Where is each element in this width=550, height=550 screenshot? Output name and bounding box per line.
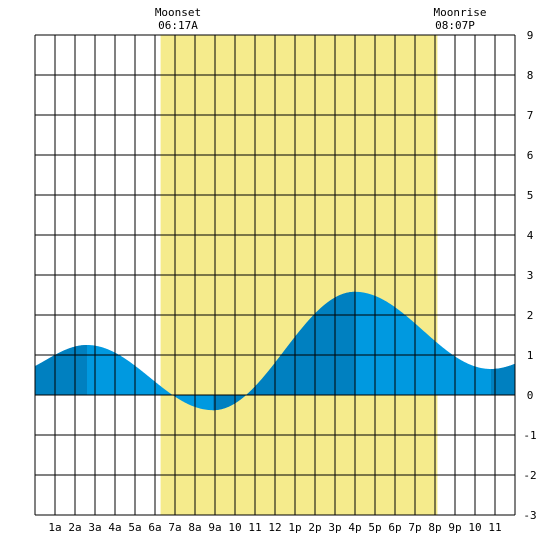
y-tick-label: 2 — [527, 309, 534, 322]
x-tick-label: 5a — [128, 521, 141, 534]
chart-grid — [34, 34, 516, 516]
y-tick-label: 4 — [527, 229, 534, 242]
tide-shade-band — [35, 345, 87, 395]
y-tick-label: -2 — [523, 469, 536, 482]
x-tick-label: 5p — [368, 521, 381, 534]
x-tick-label: 1a — [48, 521, 61, 534]
y-tick-label: 1 — [527, 349, 534, 362]
x-tick-label: 2a — [68, 521, 81, 534]
y-tick-label: -3 — [523, 509, 536, 522]
x-tick-label: 7a — [168, 521, 181, 534]
x-tick-label: 8p — [428, 521, 441, 534]
x-tick-label: 4p — [348, 521, 361, 534]
x-tick-label: 11 — [248, 521, 261, 534]
moonset-time: 06:17A — [158, 19, 198, 32]
y-tick-label: 7 — [527, 109, 534, 122]
tide-shade-band — [491, 363, 515, 395]
y-tick-label: 9 — [527, 29, 534, 42]
y-tick-label: 0 — [527, 389, 534, 402]
x-tick-label: 12 — [268, 521, 281, 534]
x-tick-label: 6a — [148, 521, 161, 534]
y-tick-label: 6 — [527, 149, 534, 162]
moonrise-time: 08:07P — [435, 19, 475, 32]
x-tick-label: 9p — [448, 521, 461, 534]
y-axis-ticks: 9 8 7 6 5 4 3 2 1 0 -1 -2 -3 — [523, 29, 536, 522]
x-tick-label: 3p — [328, 521, 341, 534]
x-tick-label: 8a — [188, 521, 201, 534]
x-tick-label: 3a — [88, 521, 101, 534]
x-tick-label: 6p — [388, 521, 401, 534]
x-tick-label: 10 — [228, 521, 241, 534]
y-tick-label: -1 — [523, 429, 536, 442]
x-tick-label: 7p — [408, 521, 421, 534]
x-tick-label: 4a — [108, 521, 121, 534]
tide-shade-band — [213, 291, 355, 411]
moon-annotations: Moonset 06:17A Moonrise 08:07P — [155, 6, 487, 32]
y-tick-label: 8 — [527, 69, 534, 82]
y-tick-label: 3 — [527, 269, 534, 282]
x-tick-label: 9a — [208, 521, 221, 534]
x-tick-label: 11 — [488, 521, 501, 534]
x-axis-ticks: 1a 2a 3a 4a 5a 6a 7a 8a 9a 10 11 12 1p 2p 3p 4p 5p 6p 7p 8p… — [48, 521, 501, 534]
y-tick-label: 5 — [527, 189, 534, 202]
x-tick-label: 2p — [308, 521, 321, 534]
moonset-label: Moonset — [155, 6, 201, 19]
x-tick-label: 1p — [288, 521, 301, 534]
x-tick-label: 10 — [468, 521, 481, 534]
moonrise-label: Moonrise — [434, 6, 487, 19]
